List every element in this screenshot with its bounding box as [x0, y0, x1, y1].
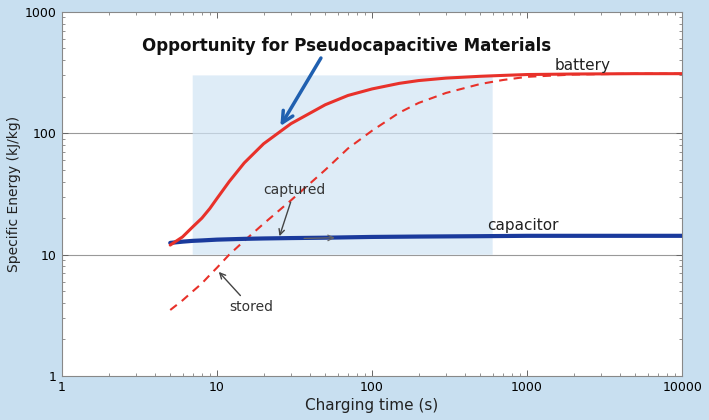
- Text: Opportunity for Pseudocapacitive Materials: Opportunity for Pseudocapacitive Materia…: [143, 37, 552, 55]
- Text: capacitor: capacitor: [487, 218, 558, 233]
- Text: battery: battery: [554, 58, 610, 74]
- FancyBboxPatch shape: [193, 76, 493, 255]
- Y-axis label: Specific Energy (kJ/kg): Specific Energy (kJ/kg): [7, 116, 21, 272]
- Text: stored: stored: [220, 273, 273, 315]
- X-axis label: Charging time (s): Charging time (s): [306, 398, 439, 413]
- Text: captured: captured: [264, 183, 326, 235]
